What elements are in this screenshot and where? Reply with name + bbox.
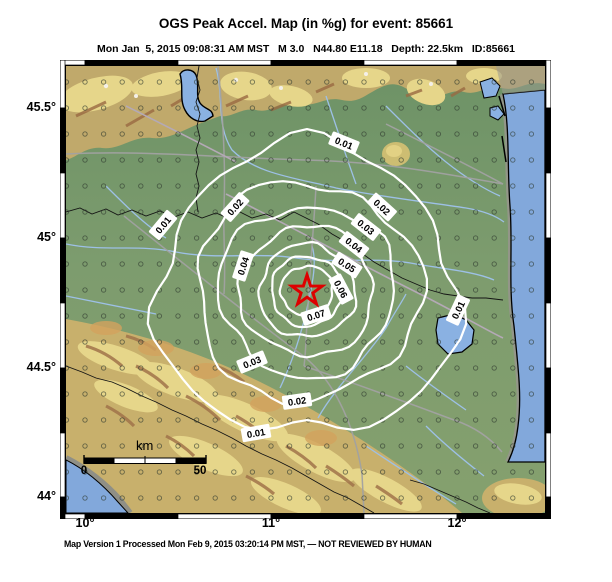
scalebar-end: 50 [194,465,207,477]
map-canvas: 0.01 0.02 0.03 0.04 0.05 0.06 0.07 0.04 0.02 0.01… [59,59,552,520]
svg-text:0.07: 0.07 [306,308,327,324]
shakemap-svg: 0.010.020.030.040.050.060.070.040.020.01… [59,59,552,520]
lon-tick-label: 10° [75,516,95,530]
lon-tick-label: 12° [447,516,467,530]
event-summary-line: Mon Jan 5, 2015 09:08:31 AM MST M 3.0 N4… [96,43,516,55]
pga-contour-labels: 0.010.020.030.040.050.060.070.040.020.01… [148,131,470,443]
contour-label: 0.04 [232,250,254,282]
svg-text:0.01: 0.01 [246,427,267,441]
scalebar-unit: km [136,438,153,453]
ligurian-sea [66,459,129,513]
ligurian-coast-strip [66,455,133,513]
contour-label: 0.07 [300,304,332,326]
pga-contours [146,127,468,431]
lon-tick-label: 11° [261,516,281,530]
adriatic-sea [479,66,545,463]
contour-label: 0.02 [281,392,313,410]
lake-garda [179,69,214,123]
map-frame [59,59,552,520]
scalebar-start: 0 [81,465,87,477]
svg-text:0.02: 0.02 [287,395,307,408]
lat-tick-label: 44° [37,489,56,503]
rivers [66,67,505,505]
scale-bar: km 0 50 [81,438,207,477]
map-terrain: 0.010.020.030.040.050.060.070.040.020.01… [66,66,545,513]
map-title: OGS Peak Accel. Map (in %g) for event: 8… [158,16,454,31]
version-caption: Map Version 1 Processed Mon Feb 9, 2015 … [64,539,432,549]
epicenter-star [287,270,327,308]
lat-tick-label: 44.5° [26,360,56,374]
contour-label: 0.01 [240,423,272,443]
lat-tick-label: 45° [37,230,56,244]
lat-tick-label: 45.5° [26,100,56,114]
